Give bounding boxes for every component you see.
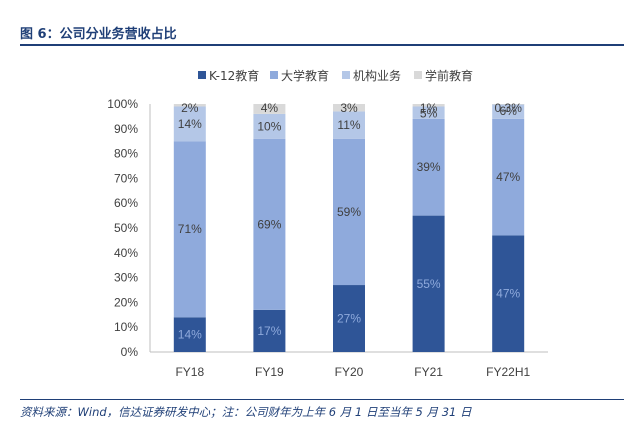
bar-segment-大学教育 [173,141,206,318]
bar-segment-大学教育 [412,118,445,216]
bar-segment-学前教育 [333,104,365,112]
bar-segment-大学教育 [253,138,286,310]
bar-segment-大学教育 [333,138,365,286]
data-label: 5% [420,106,438,120]
data-label: 10% [257,119,281,133]
bar-segment-学前教育 [492,104,525,105]
x-tick-label: FY19 [255,365,284,379]
y-tick-label: 0% [121,345,139,359]
bar-segment-机构业务 [253,113,286,139]
stacked-bar-chart: 0% 10% 20% 30% 40% 50% 60% 70% 80% 90% 100% 14% 71% 1… [107,68,548,379]
bar-segment-机构业务 [333,111,365,139]
data-label: 47% [496,287,520,301]
legend-swatch [198,71,206,79]
bar-segment-机构业务 [412,106,445,119]
x-tick-label: FY21 [414,365,443,379]
y-tick-label: 30% [114,271,138,285]
data-label: 17% [257,324,281,338]
legend-swatch [414,71,422,79]
bar-segment-K-12教育 [333,285,365,352]
data-label: 71% [178,222,202,236]
bar-segment-K-12教育 [412,215,445,352]
y-tick-label: 60% [114,196,138,210]
bar-segment-K-12教育 [253,309,286,352]
title-rule [20,44,624,46]
data-label: 4% [261,101,279,115]
y-tick-label: 20% [114,295,138,309]
legend-label: 机构业务 [353,68,401,83]
data-label: 3% [340,101,358,115]
data-label: 14% [178,117,202,131]
y-tick-label: 70% [114,171,138,185]
bar-segment-大学教育 [492,118,525,236]
bar-segment-K-12教育 [492,235,525,352]
legend-label: K-12教育 [209,68,259,83]
legend-swatch [342,71,350,79]
x-tick-label: FY20 [335,365,364,379]
bar-segment-学前教育 [173,104,206,107]
data-label: 27% [337,312,361,326]
bar-segment-机构业务 [173,106,206,142]
y-tick-label: 100% [107,97,138,111]
data-label: 2% [181,101,199,115]
x-tick-label: FY18 [175,365,204,379]
legend-label: 学前教育 [425,68,473,83]
data-label: 47% [496,170,520,184]
data-label: 0.3% [495,101,523,115]
source-note: 资料来源：Wind，信达证券研发中心；注：公司财年为上年 6 月 1 日至当年 … [20,405,472,419]
bar-segment-学前教育 [253,104,286,114]
data-label: 14% [178,328,202,342]
y-tick-label: 80% [114,147,138,161]
bar-segment-K-12教育 [173,317,206,352]
data-label: 59% [337,205,361,219]
data-label: 55% [417,277,441,291]
data-label: 69% [257,217,281,231]
figure-title: 图 6：公司分业务营收占比 [20,27,177,42]
data-label: 39% [417,160,441,174]
bar-segment-学前教育 [412,104,445,107]
legend-swatch [270,71,278,79]
source-rule [20,399,624,400]
y-tick-label: 40% [114,246,138,260]
data-label: 6% [500,104,518,118]
y-tick-label: 50% [114,221,138,235]
data-label: 1% [420,101,438,115]
y-tick-label: 90% [114,122,138,136]
bar-segment-机构业务 [492,104,525,119]
data-label: 11% [337,118,360,132]
x-tick-label: FY22H1 [486,365,530,379]
y-tick-label: 10% [114,320,138,334]
legend-label: 大学教育 [281,68,329,83]
